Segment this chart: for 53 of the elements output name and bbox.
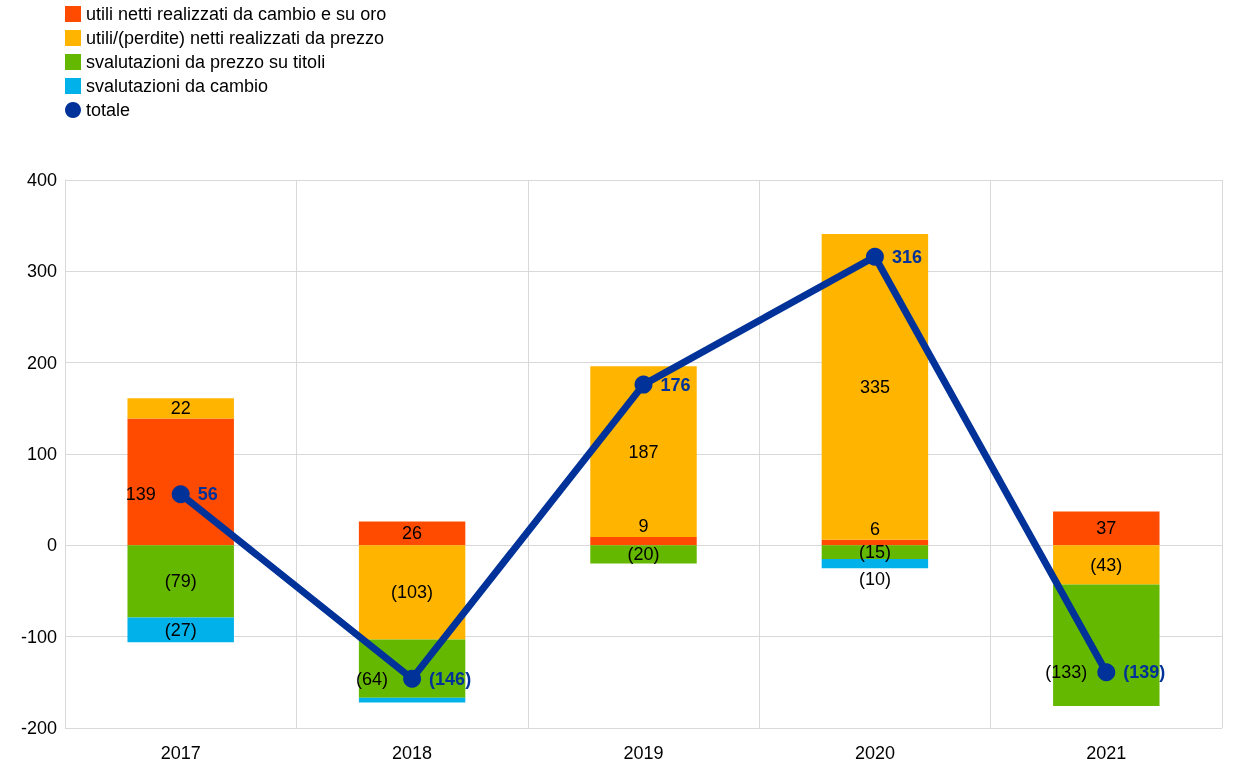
bar <box>821 233 929 540</box>
data-label: (27) <box>164 619 197 640</box>
data-label: 316 <box>891 246 922 267</box>
data-label: 176 <box>660 374 691 395</box>
data-label: (79) <box>164 571 197 592</box>
legend-label: utili/(perdite) netti realizzati da prezzo <box>86 28 385 48</box>
legend-label: svalutazioni da prezzo su titoli <box>86 52 326 72</box>
y-tick-label: 100 <box>26 444 57 464</box>
data-label: (15) <box>858 542 891 563</box>
y-tick-label: -200 <box>20 718 57 738</box>
x-tick-label: 2019 <box>623 743 664 763</box>
data-label: (20) <box>627 544 660 565</box>
x-tick-label: 2020 <box>854 743 895 763</box>
bar <box>590 537 697 546</box>
data-label: 26 <box>402 523 423 544</box>
legend-label: totale <box>86 100 131 120</box>
data-label: 22 <box>170 398 191 419</box>
bar <box>590 545 697 564</box>
bar <box>1053 545 1160 585</box>
data-label: (43) <box>1090 554 1123 575</box>
point <box>865 247 884 266</box>
y-tick-label: 0 <box>46 535 57 556</box>
bar <box>127 398 234 419</box>
x-tick-label: 2017 <box>160 743 201 763</box>
bar <box>358 521 466 546</box>
data-label: 139 <box>125 484 156 505</box>
data-label: 9 <box>638 516 649 537</box>
y-tick-label: -100 <box>20 626 57 647</box>
bar <box>127 545 234 618</box>
y-tick-label: 400 <box>26 170 57 190</box>
legend-label: utili netti realizzati da cambio e su oro <box>86 4 387 24</box>
bar <box>127 617 234 643</box>
x-tick-label: 2021 <box>1086 743 1127 763</box>
data-label: (103) <box>391 582 434 603</box>
point <box>1097 663 1116 682</box>
legend-label: svalutazioni da cambio <box>86 76 269 96</box>
bar <box>127 418 234 546</box>
point <box>403 669 422 688</box>
point <box>634 375 653 394</box>
bar <box>358 545 466 640</box>
data-label: 56 <box>197 484 218 505</box>
y-tick-label: 200 <box>26 352 57 373</box>
data-label: 187 <box>628 441 659 462</box>
y-tick-label: 300 <box>26 261 57 282</box>
bar <box>1053 511 1160 546</box>
point <box>171 485 190 504</box>
data-label: 37 <box>1096 518 1117 539</box>
data-label: 335 <box>859 376 890 397</box>
bar <box>821 539 929 546</box>
data-label: 6 <box>869 518 880 539</box>
x-tick-label: 2018 <box>392 743 433 763</box>
bar <box>590 366 697 538</box>
data-label: (10) <box>858 569 891 590</box>
